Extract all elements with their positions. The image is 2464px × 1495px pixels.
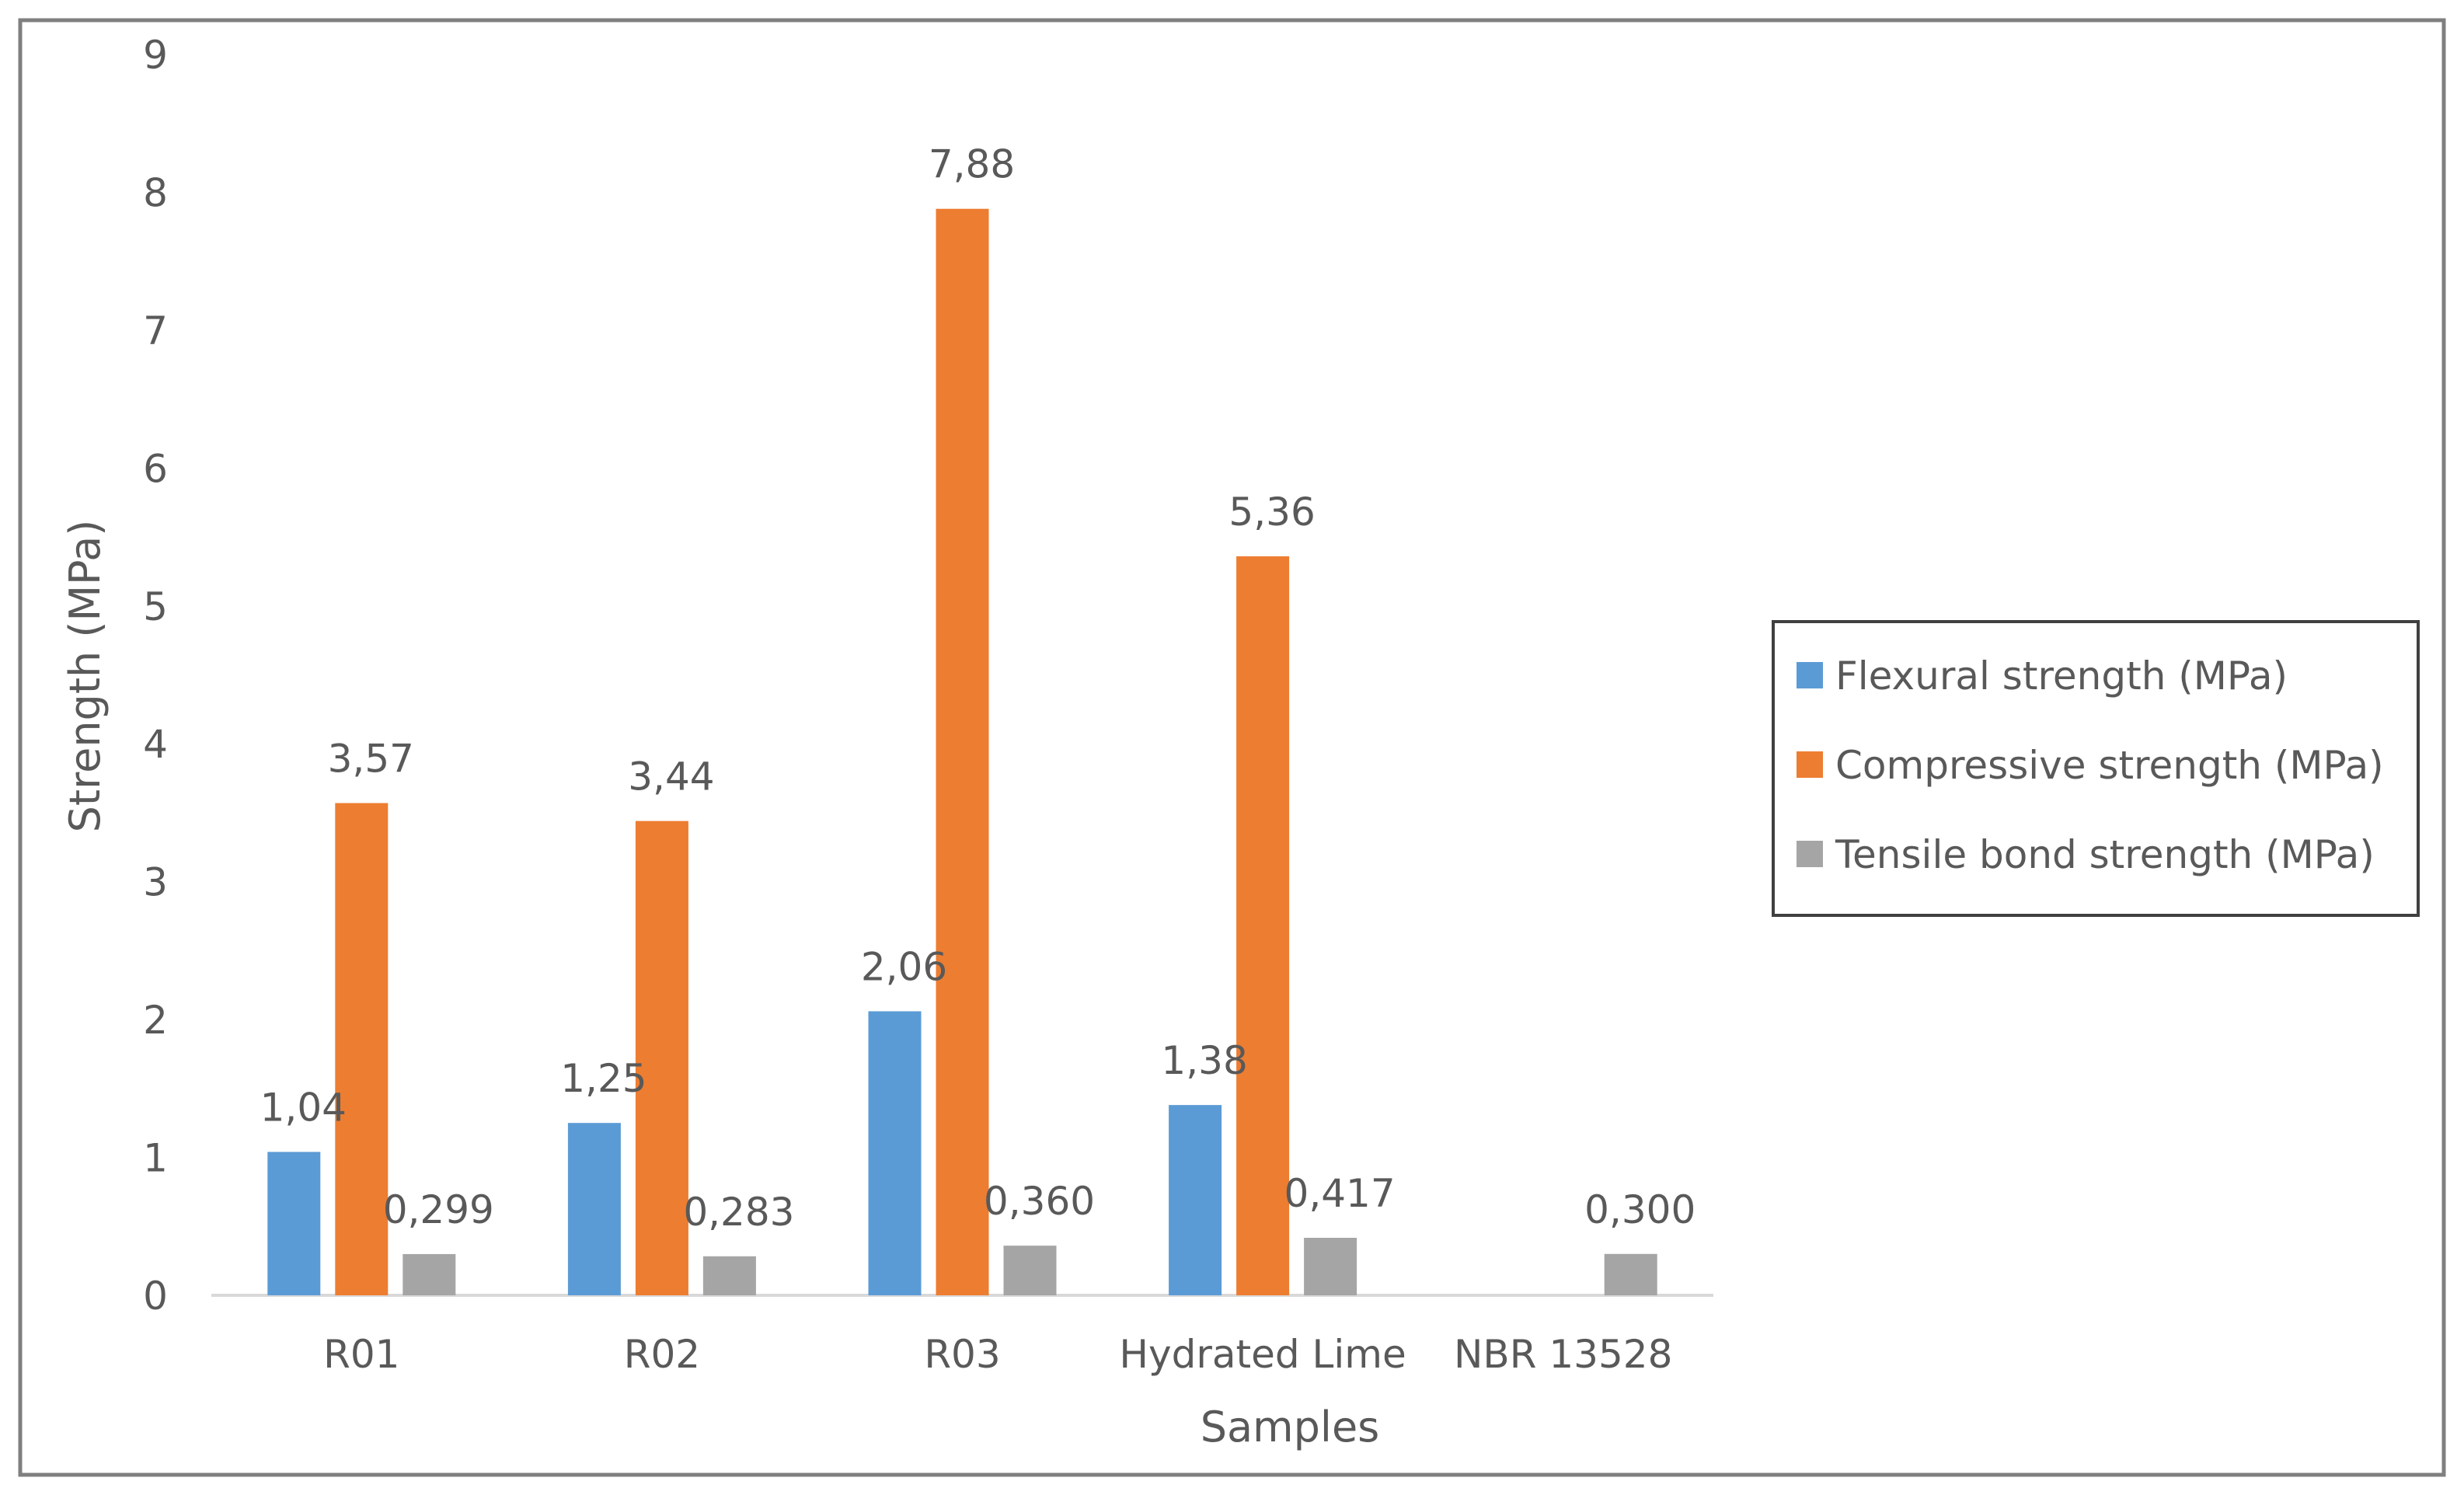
- bar-r02-series-1: [635, 821, 688, 1295]
- data-labels: 1,04 3,57 0,299 1,25 3,44 0,283 2,06 7,88 0,360 1…: [260, 142, 1696, 1235]
- x-tick-label: R01: [323, 1332, 399, 1377]
- legend-label: Tensile bond strength (MPa): [1835, 832, 2375, 877]
- y-axis-ticks: 0 1 2 3 4 5 6 7 8 9: [143, 33, 168, 1319]
- legend-box: [1772, 620, 2420, 917]
- data-label: 1,25: [560, 1056, 646, 1101]
- legend-swatch: [1797, 662, 1823, 688]
- data-label: 3,44: [628, 754, 714, 800]
- bars: [267, 208, 1657, 1295]
- data-label: 0,360: [984, 1179, 1095, 1224]
- y-tick-label: 2: [143, 998, 168, 1043]
- data-label: 1,38: [1161, 1038, 1247, 1083]
- legend: Flexural strength (MPa) Compressive stren…: [1772, 620, 2420, 917]
- data-label: 0,300: [1584, 1187, 1696, 1232]
- bar-r01-series-0: [267, 1152, 321, 1295]
- y-tick-label: 4: [143, 722, 168, 767]
- data-label: 5,36: [1229, 490, 1315, 535]
- data-label: 1,04: [260, 1085, 347, 1130]
- bar-hydrated-lime-series-2: [1304, 1238, 1357, 1295]
- y-tick-label: 6: [143, 446, 168, 491]
- bar-nbr-13528-series-2: [1604, 1253, 1657, 1295]
- y-tick-label: 3: [143, 860, 168, 905]
- x-tick-label: R03: [924, 1332, 1000, 1377]
- data-label: 2,06: [861, 944, 947, 989]
- y-tick-label: 9: [143, 33, 168, 78]
- bar-hydrated-lime-series-1: [1236, 556, 1290, 1295]
- data-label: 0,283: [683, 1190, 794, 1235]
- bar-r01-series-1: [335, 803, 389, 1295]
- bar-r03-series-1: [936, 208, 989, 1295]
- data-label: 0,417: [1284, 1171, 1396, 1216]
- y-tick-label: 0: [143, 1274, 168, 1319]
- x-axis-ticks: R01 R02 R03 Hydrated Lime NBR 13528: [323, 1332, 1672, 1377]
- data-label: 0,299: [383, 1187, 494, 1232]
- x-tick-label: Hydrated Lime: [1119, 1332, 1406, 1377]
- data-label: 7,88: [929, 142, 1015, 187]
- bar-r01-series-2: [403, 1253, 456, 1295]
- legend-label: Compressive strength (MPa): [1835, 743, 2384, 788]
- data-label: 3,57: [328, 737, 414, 782]
- y-tick-label: 8: [143, 170, 168, 215]
- legend-label: Flexural strength (MPa): [1835, 653, 2288, 699]
- y-tick-label: 7: [143, 308, 168, 354]
- bar-hydrated-lime-series-0: [1169, 1105, 1222, 1295]
- y-axis-title: Strength (MPa): [61, 520, 110, 833]
- legend-swatch: [1797, 841, 1823, 867]
- y-tick-label: 1: [143, 1136, 168, 1181]
- bar-r03-series-2: [1003, 1246, 1057, 1295]
- x-tick-label: NBR 13528: [1454, 1332, 1672, 1377]
- bar-r02-series-0: [567, 1123, 621, 1295]
- x-tick-label: R02: [624, 1332, 700, 1377]
- legend-swatch: [1797, 751, 1823, 778]
- bar-r03-series-0: [868, 1011, 922, 1295]
- y-tick-label: 5: [143, 584, 168, 629]
- x-axis-title: Samples: [1201, 1403, 1380, 1451]
- bar-r02-series-2: [702, 1256, 756, 1295]
